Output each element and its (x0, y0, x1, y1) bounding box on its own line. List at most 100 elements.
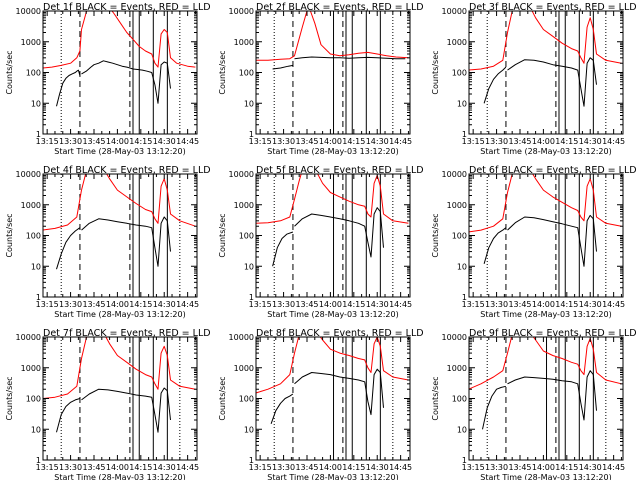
x-tick-label: 14:30 (366, 300, 389, 309)
lld-series-line (256, 174, 409, 224)
panel-det-9: Det 9f BLACK = Events, RED = LLD 1 10 100 10… (431, 328, 637, 480)
lld-series-line (469, 11, 622, 71)
y-tick-label: 10 (31, 99, 41, 108)
panel-det-7: Det 7f BLACK = Events, RED = LLD 1 10 100 10… (5, 328, 211, 480)
x-tick-label: 14:30 (579, 300, 602, 309)
events-series-line (56, 398, 81, 433)
y-tick-label: 1 (462, 456, 467, 465)
x-tick-label: 14:45 (602, 463, 625, 472)
y-tick-label: 1000 (234, 364, 254, 373)
events-series-line (507, 370, 597, 421)
x-tick-label: 14:00 (106, 137, 129, 146)
events-series-line (294, 207, 384, 258)
x-tick-label: 13:30 (59, 463, 82, 472)
x-axis-label: Start Time (28-May-03 13:12:20) (480, 310, 611, 319)
lld-series-line (469, 337, 622, 390)
x-tick-label: 14:45 (176, 300, 199, 309)
x-tick-label: 13:15 (462, 137, 485, 146)
x-tick-label: 13:15 (249, 300, 272, 309)
series-group (256, 174, 409, 267)
y-tick-label: 1000 (234, 38, 254, 47)
x-tick-label: 14:00 (319, 463, 342, 472)
events-series-line (272, 231, 294, 267)
y-tick-label: 100 (452, 69, 467, 78)
y-tick-label: 1000 (447, 364, 467, 373)
x-axis-label: Start Time (28-May-03 13:12:20) (54, 473, 185, 480)
x-tick-label: 13:30 (59, 137, 82, 146)
x-axis-label: Start Time (28-May-03 13:12:20) (54, 310, 185, 319)
panel-title: Det 6f BLACK = Events, RED = LLD (469, 165, 637, 176)
y-tick-label: 1 (249, 456, 254, 465)
x-tick-label: 14:45 (176, 137, 199, 146)
y-tick-label: 10 (457, 262, 467, 271)
y-tick-label: 10000 (16, 170, 41, 179)
y-tick-label: 10 (457, 99, 467, 108)
panel-det-1: Det 1f BLACK = Events, RED = LLD 1 10 100 10… (5, 2, 211, 156)
x-tick-label: 13:15 (249, 137, 272, 146)
events-series-line (483, 66, 507, 104)
y-tick-label: 10000 (442, 170, 467, 179)
y-tick-label: 1000 (21, 38, 41, 47)
x-tick-label: 14:30 (153, 300, 176, 309)
y-tick-label: 1 (462, 130, 467, 139)
y-tick-label: 100 (239, 232, 254, 241)
y-tick-label: 1000 (447, 38, 467, 47)
x-axis-label: Start Time (28-May-03 13:12:20) (267, 147, 398, 156)
x-tick-label: 14:00 (319, 300, 342, 309)
x-tick-label: 13:15 (249, 463, 272, 472)
lld-series-line (469, 174, 622, 233)
x-tick-label: 14:15 (555, 137, 578, 146)
y-tick-label: 10 (31, 262, 41, 271)
x-tick-label: 13:45 (82, 300, 105, 309)
panel-title: Det 2f BLACK = Events, RED = LLD (256, 2, 424, 13)
x-tick-label: 14:15 (129, 463, 152, 472)
x-tick-label: 14:15 (129, 300, 152, 309)
x-tick-label: 14:00 (319, 137, 342, 146)
y-axis-label: Counts/sec (431, 50, 440, 94)
series-group (469, 174, 622, 267)
events-series-line (294, 368, 384, 416)
y-axis-label: Counts/sec (5, 213, 14, 257)
plot-frame (468, 10, 624, 135)
x-tick-label: 14:30 (579, 463, 602, 472)
plot-frame (468, 336, 624, 461)
x-axis-label: Start Time (28-May-03 13:12:20) (480, 147, 611, 156)
y-tick-label: 1000 (447, 201, 467, 210)
events-series-line (56, 69, 81, 107)
x-tick-label: 13:15 (462, 300, 485, 309)
y-tick-label: 100 (452, 395, 467, 404)
x-tick-label: 13:45 (508, 300, 531, 309)
y-axis-label: Counts/sec (218, 376, 227, 420)
y-tick-label: 10000 (442, 7, 467, 16)
x-tick-label: 14:30 (153, 463, 176, 472)
plot-frame (255, 173, 411, 298)
y-tick-label: 1 (249, 130, 254, 139)
y-axis-label: Counts/sec (431, 213, 440, 257)
plot-frame (255, 336, 411, 461)
lld-series-line (43, 337, 196, 399)
series-group (43, 337, 196, 433)
x-tick-label: 14:15 (342, 300, 365, 309)
x-tick-label: 14:45 (389, 463, 412, 472)
y-tick-label: 10000 (229, 333, 254, 342)
y-tick-label: 100 (452, 232, 467, 241)
panel-title: Det 5f BLACK = Events, RED = LLD (256, 165, 424, 176)
y-tick-label: 10000 (229, 170, 254, 179)
x-axis-label: Start Time (28-May-03 13:12:20) (267, 473, 398, 480)
x-tick-label: 14:15 (555, 300, 578, 309)
panel-title: Det 7f BLACK = Events, RED = LLD (43, 328, 211, 339)
series-group (43, 174, 196, 270)
y-tick-label: 1 (36, 130, 41, 139)
x-tick-label: 13:45 (82, 137, 105, 146)
x-tick-label: 13:45 (295, 463, 318, 472)
series-group (43, 11, 196, 107)
y-tick-label: 1 (36, 293, 41, 302)
x-tick-label: 14:00 (106, 463, 129, 472)
x-tick-label: 14:00 (106, 300, 129, 309)
events-series-line (272, 64, 293, 70)
panel-title: Det 8f BLACK = Events, RED = LLD (256, 328, 424, 339)
events-series-line (81, 216, 171, 267)
y-tick-label: 100 (239, 69, 254, 78)
x-tick-label: 13:30 (272, 300, 295, 309)
plot-frame (42, 10, 198, 135)
